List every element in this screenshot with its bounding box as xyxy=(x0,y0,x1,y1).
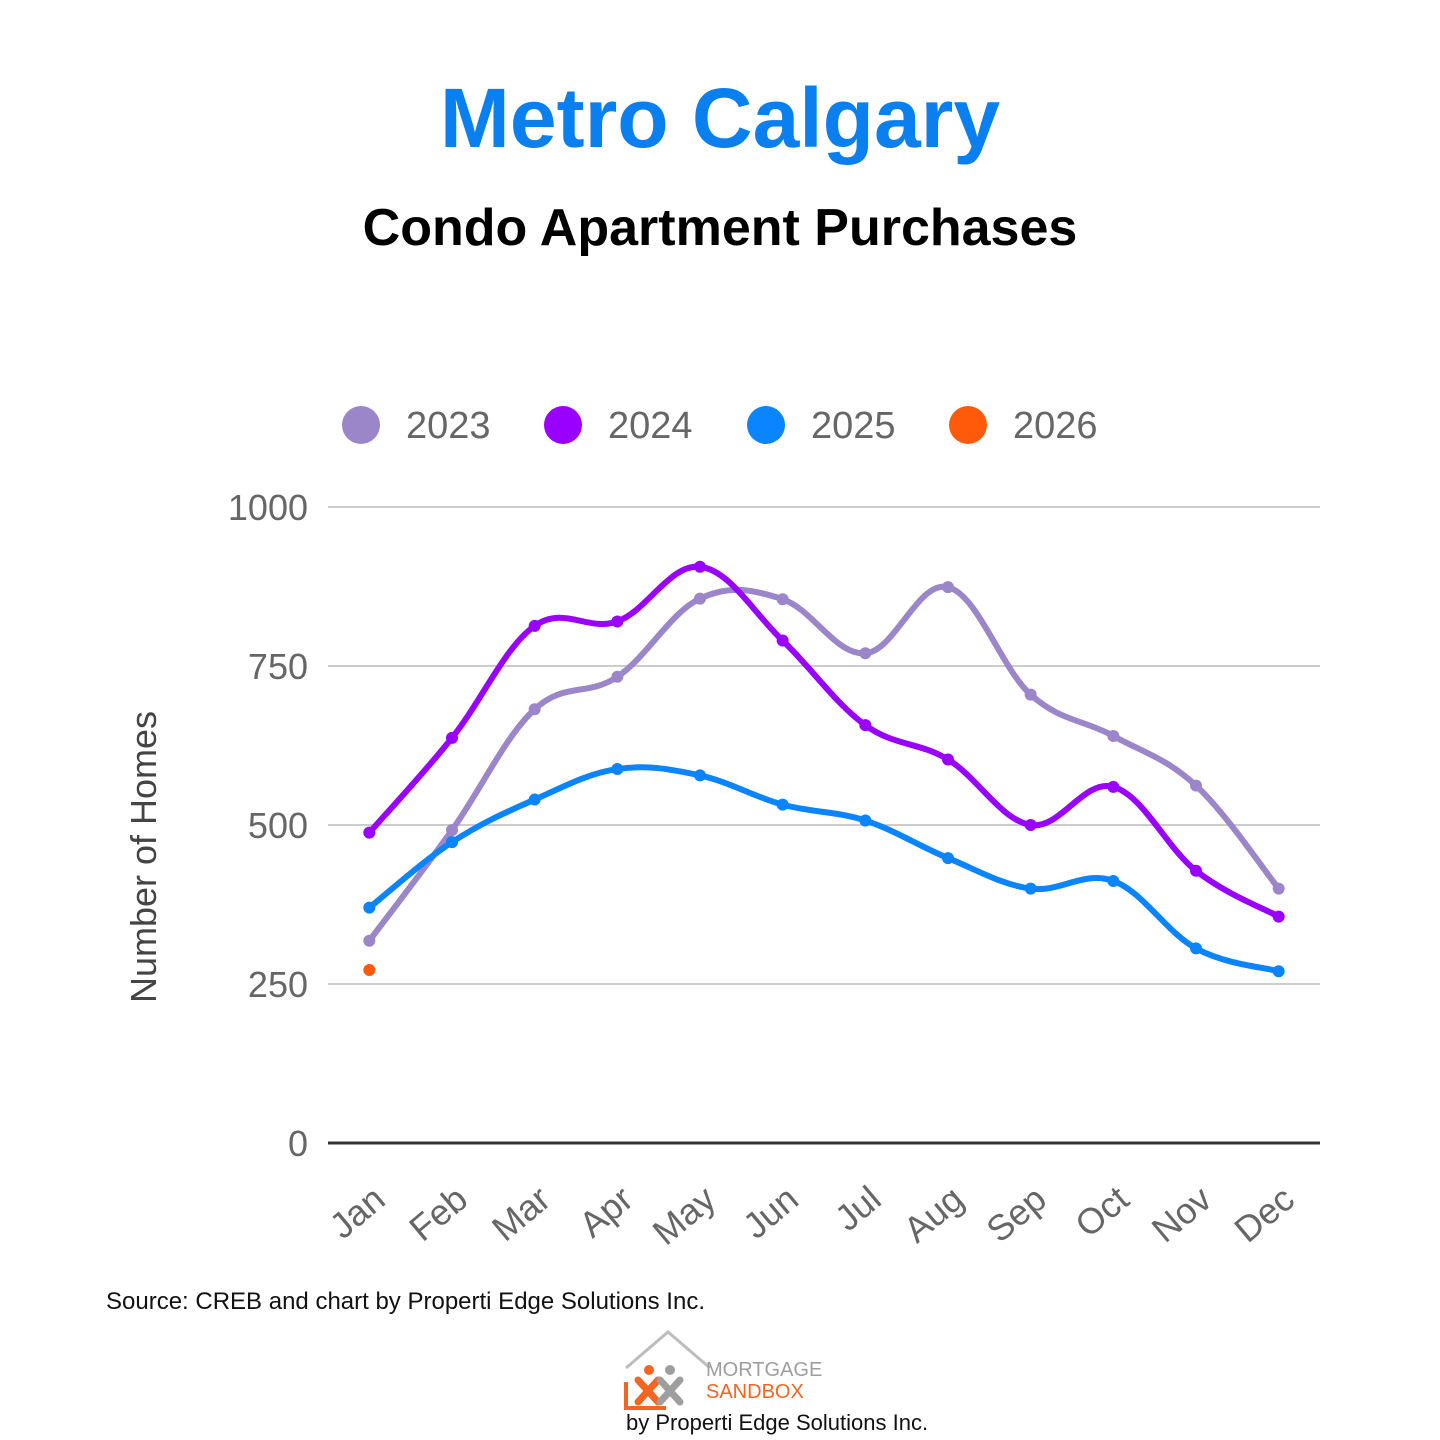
chart-series xyxy=(363,560,1285,978)
x-tick-label: May xyxy=(645,1178,723,1253)
y-axis-ticks: 0 250 500 750 1000 xyxy=(228,487,308,1164)
logo-text-bottom: SANDBOX xyxy=(706,1381,804,1403)
data-point-2023 xyxy=(1107,729,1120,742)
series-line-2025 xyxy=(366,764,1282,975)
data-point-2024 xyxy=(1190,864,1202,877)
data-point-2024 xyxy=(694,560,706,573)
x-tick-label: Aug xyxy=(896,1178,971,1251)
mortgage-sandbox-logo: MORTGAGE SANDBOX xyxy=(624,1330,822,1410)
person-icon xyxy=(656,1376,684,1406)
data-point-2024 xyxy=(1024,819,1037,831)
legend-marker xyxy=(949,406,987,444)
data-point-2025 xyxy=(611,763,624,776)
data-point-2025 xyxy=(942,852,954,865)
sandbox-bracket-icon xyxy=(624,1382,666,1410)
legend-label: 2023 xyxy=(406,405,491,447)
data-point-2025 xyxy=(1272,965,1285,978)
y-tick-label: 1000 xyxy=(228,487,308,528)
data-point-2023 xyxy=(942,581,954,594)
person-icon xyxy=(634,1376,662,1406)
data-point-2025 xyxy=(1024,882,1037,895)
x-tick-label: Jul xyxy=(827,1178,889,1239)
y-tick-label: 750 xyxy=(248,646,308,687)
x-axis-ticks: Jan Feb Mar Apr May Jun Jul Aug Sep Oct Nov Dec xyxy=(322,1178,1302,1253)
data-point-2024 xyxy=(776,634,789,647)
y-tick-label: 0 xyxy=(288,1123,308,1164)
data-point-2025 xyxy=(776,798,789,811)
legend-marker xyxy=(342,406,380,444)
data-point-2024 xyxy=(363,826,376,839)
data-point-2024 xyxy=(1107,780,1120,793)
data-point-2025 xyxy=(1107,874,1120,887)
x-tick-label: Feb xyxy=(401,1178,475,1249)
data-point-2024 xyxy=(859,719,872,732)
data-point-2024 xyxy=(942,753,954,766)
x-tick-label: Mar xyxy=(484,1178,558,1249)
page-title: Metro Calgary xyxy=(439,71,1001,165)
y-tick-label: 250 xyxy=(248,964,308,1005)
data-point-2025 xyxy=(528,793,541,806)
x-tick-label: Sep xyxy=(978,1178,1053,1251)
data-point-2025 xyxy=(446,836,458,849)
legend-marker xyxy=(747,406,785,444)
data-point-2024 xyxy=(528,619,541,632)
x-tick-label: Jun xyxy=(735,1178,806,1247)
data-point-2023 xyxy=(363,934,376,947)
chart-legend: 2023 2024 2025 2026 xyxy=(342,405,1098,447)
data-point-2023 xyxy=(528,703,541,716)
data-point-2025 xyxy=(363,901,376,914)
data-point-2023 xyxy=(1190,779,1202,792)
chart-grid xyxy=(328,506,1320,1145)
series-line-2024 xyxy=(366,563,1282,920)
page-subtitle: Condo Apartment Purchases xyxy=(362,199,1078,257)
data-point-2024 xyxy=(1272,910,1285,923)
house-roof-icon xyxy=(625,1330,711,1370)
legend-label: 2025 xyxy=(811,405,896,447)
data-point-2023 xyxy=(611,670,624,683)
data-point-2023 xyxy=(694,592,706,605)
data-point-2025 xyxy=(694,769,706,782)
data-point-2024 xyxy=(611,615,624,628)
y-axis-label: Number of Homes xyxy=(123,711,164,1003)
legend-label: 2026 xyxy=(1013,405,1098,447)
person-icon xyxy=(644,1365,654,1375)
x-tick-label: Jan xyxy=(322,1178,393,1247)
data-point-2026 xyxy=(363,964,376,977)
legend-label: 2024 xyxy=(608,405,693,447)
x-tick-label: Nov xyxy=(1144,1178,1219,1251)
data-point-2023 xyxy=(859,647,872,660)
data-point-2024 xyxy=(446,731,458,744)
x-tick-label: Oct xyxy=(1067,1178,1136,1245)
data-point-2023 xyxy=(776,593,789,606)
legend-marker xyxy=(544,406,582,444)
logo-text-top: MORTGAGE xyxy=(706,1359,822,1381)
data-point-2025 xyxy=(1190,942,1202,955)
data-point-2025 xyxy=(859,814,872,827)
logo-subtitle: by Properti Edge Solutions Inc. xyxy=(626,1410,929,1435)
series-line-2023 xyxy=(366,583,1282,944)
data-point-2023 xyxy=(1272,882,1285,895)
y-tick-label: 500 xyxy=(248,805,308,846)
x-tick-label: Apr xyxy=(571,1178,640,1245)
source-note: Source: CREB and chart by Properti Edge … xyxy=(106,1288,705,1315)
x-tick-label: Dec xyxy=(1226,1178,1301,1251)
data-point-2023 xyxy=(446,824,458,837)
data-point-2023 xyxy=(1024,688,1037,701)
person-icon xyxy=(665,1365,675,1375)
